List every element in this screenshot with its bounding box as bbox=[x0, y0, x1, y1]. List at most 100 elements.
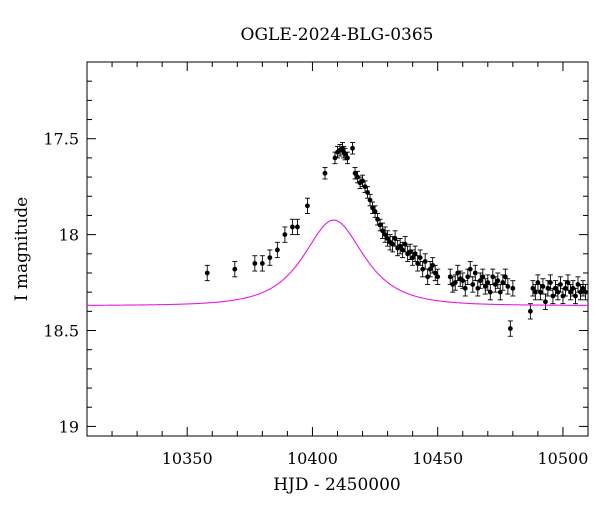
y-axis-label: I magnitude bbox=[12, 197, 32, 301]
data-marker bbox=[345, 155, 350, 161]
data-marker bbox=[362, 184, 368, 190]
data-point bbox=[457, 270, 463, 287]
data-marker bbox=[470, 282, 476, 287]
data-marker bbox=[560, 293, 566, 299]
data-point bbox=[360, 174, 366, 188]
x-tick-label: 10350 bbox=[162, 449, 213, 468]
data-point bbox=[322, 167, 328, 180]
data-marker bbox=[372, 209, 378, 215]
data-marker bbox=[527, 308, 533, 314]
model-curve bbox=[86, 219, 588, 306]
data-point bbox=[385, 230, 391, 247]
data-marker bbox=[460, 278, 466, 284]
data-marker bbox=[352, 170, 358, 176]
data-marker bbox=[580, 285, 586, 291]
data-point bbox=[332, 151, 338, 165]
data-point bbox=[462, 280, 468, 297]
data-point bbox=[480, 268, 486, 285]
data-point bbox=[557, 276, 563, 293]
data-marker bbox=[492, 282, 498, 287]
data-marker bbox=[305, 203, 310, 209]
data-marker bbox=[495, 278, 501, 284]
data-point bbox=[535, 274, 541, 291]
data-point bbox=[232, 261, 238, 278]
data-marker bbox=[375, 216, 380, 222]
data-marker bbox=[422, 259, 428, 264]
data-marker bbox=[545, 285, 551, 291]
data-marker bbox=[475, 285, 481, 291]
data-point bbox=[570, 280, 576, 297]
data-point bbox=[505, 278, 511, 295]
data-marker bbox=[510, 285, 516, 291]
data-point bbox=[575, 276, 581, 293]
data-marker bbox=[455, 270, 461, 276]
y-tick-labels: 17.5 18 18.5 19 bbox=[43, 130, 79, 437]
data-marker bbox=[575, 282, 581, 287]
data-marker bbox=[380, 228, 385, 234]
data-point bbox=[350, 142, 356, 155]
data-marker bbox=[322, 170, 328, 176]
data-marker bbox=[568, 289, 573, 295]
data-point bbox=[497, 284, 503, 301]
data-point bbox=[405, 245, 411, 262]
data-marker bbox=[482, 284, 488, 289]
data-marker bbox=[487, 289, 493, 295]
data-marker bbox=[502, 274, 508, 280]
data-marker bbox=[390, 241, 396, 247]
data-marker bbox=[377, 222, 383, 228]
x-tick-label: 10450 bbox=[412, 449, 463, 468]
data-marker bbox=[282, 232, 288, 238]
data-point bbox=[552, 280, 558, 297]
data-marker bbox=[355, 174, 360, 180]
data-layer bbox=[204, 142, 588, 337]
x-tick-labels: 10350 10400 10450 10500 bbox=[162, 449, 589, 468]
data-marker bbox=[367, 197, 373, 203]
data-point bbox=[472, 264, 478, 282]
data-point bbox=[390, 236, 396, 253]
data-point bbox=[530, 280, 536, 297]
data-marker bbox=[417, 255, 423, 261]
y-tick-label: 17.5 bbox=[43, 130, 79, 149]
data-marker bbox=[259, 260, 265, 266]
data-marker bbox=[535, 280, 541, 285]
data-marker bbox=[452, 280, 458, 285]
data-point bbox=[427, 261, 433, 278]
data-point bbox=[542, 293, 548, 310]
data-marker bbox=[465, 274, 471, 280]
x-tick-label: 10400 bbox=[287, 449, 338, 468]
data-marker bbox=[427, 266, 433, 272]
data-point bbox=[487, 284, 493, 301]
data-point bbox=[482, 278, 488, 295]
data-marker bbox=[432, 270, 438, 276]
data-marker bbox=[295, 224, 300, 230]
data-marker bbox=[480, 274, 486, 280]
data-marker bbox=[573, 293, 578, 299]
data-point bbox=[550, 287, 556, 305]
data-point bbox=[362, 180, 368, 193]
data-marker bbox=[392, 236, 398, 241]
data-marker bbox=[543, 299, 548, 305]
data-point bbox=[577, 284, 583, 301]
plot-area bbox=[86, 61, 589, 437]
data-point bbox=[572, 287, 578, 305]
data-marker bbox=[555, 289, 561, 295]
data-marker bbox=[400, 247, 406, 253]
data-point bbox=[490, 268, 496, 285]
data-point bbox=[274, 241, 280, 259]
data-point bbox=[352, 167, 358, 180]
data-marker bbox=[435, 274, 441, 280]
data-marker bbox=[548, 280, 553, 285]
data-point bbox=[567, 284, 573, 301]
data-marker bbox=[267, 255, 273, 261]
data-marker bbox=[553, 285, 558, 291]
data-point bbox=[380, 222, 386, 239]
data-point bbox=[365, 186, 371, 199]
data-point bbox=[412, 245, 418, 262]
data-point bbox=[289, 218, 295, 236]
chart-title: OGLE-2024-BLG-0365 bbox=[241, 25, 434, 45]
data-point bbox=[582, 284, 588, 301]
data-point bbox=[367, 193, 373, 207]
data-point bbox=[495, 272, 501, 289]
data-point bbox=[282, 226, 288, 243]
